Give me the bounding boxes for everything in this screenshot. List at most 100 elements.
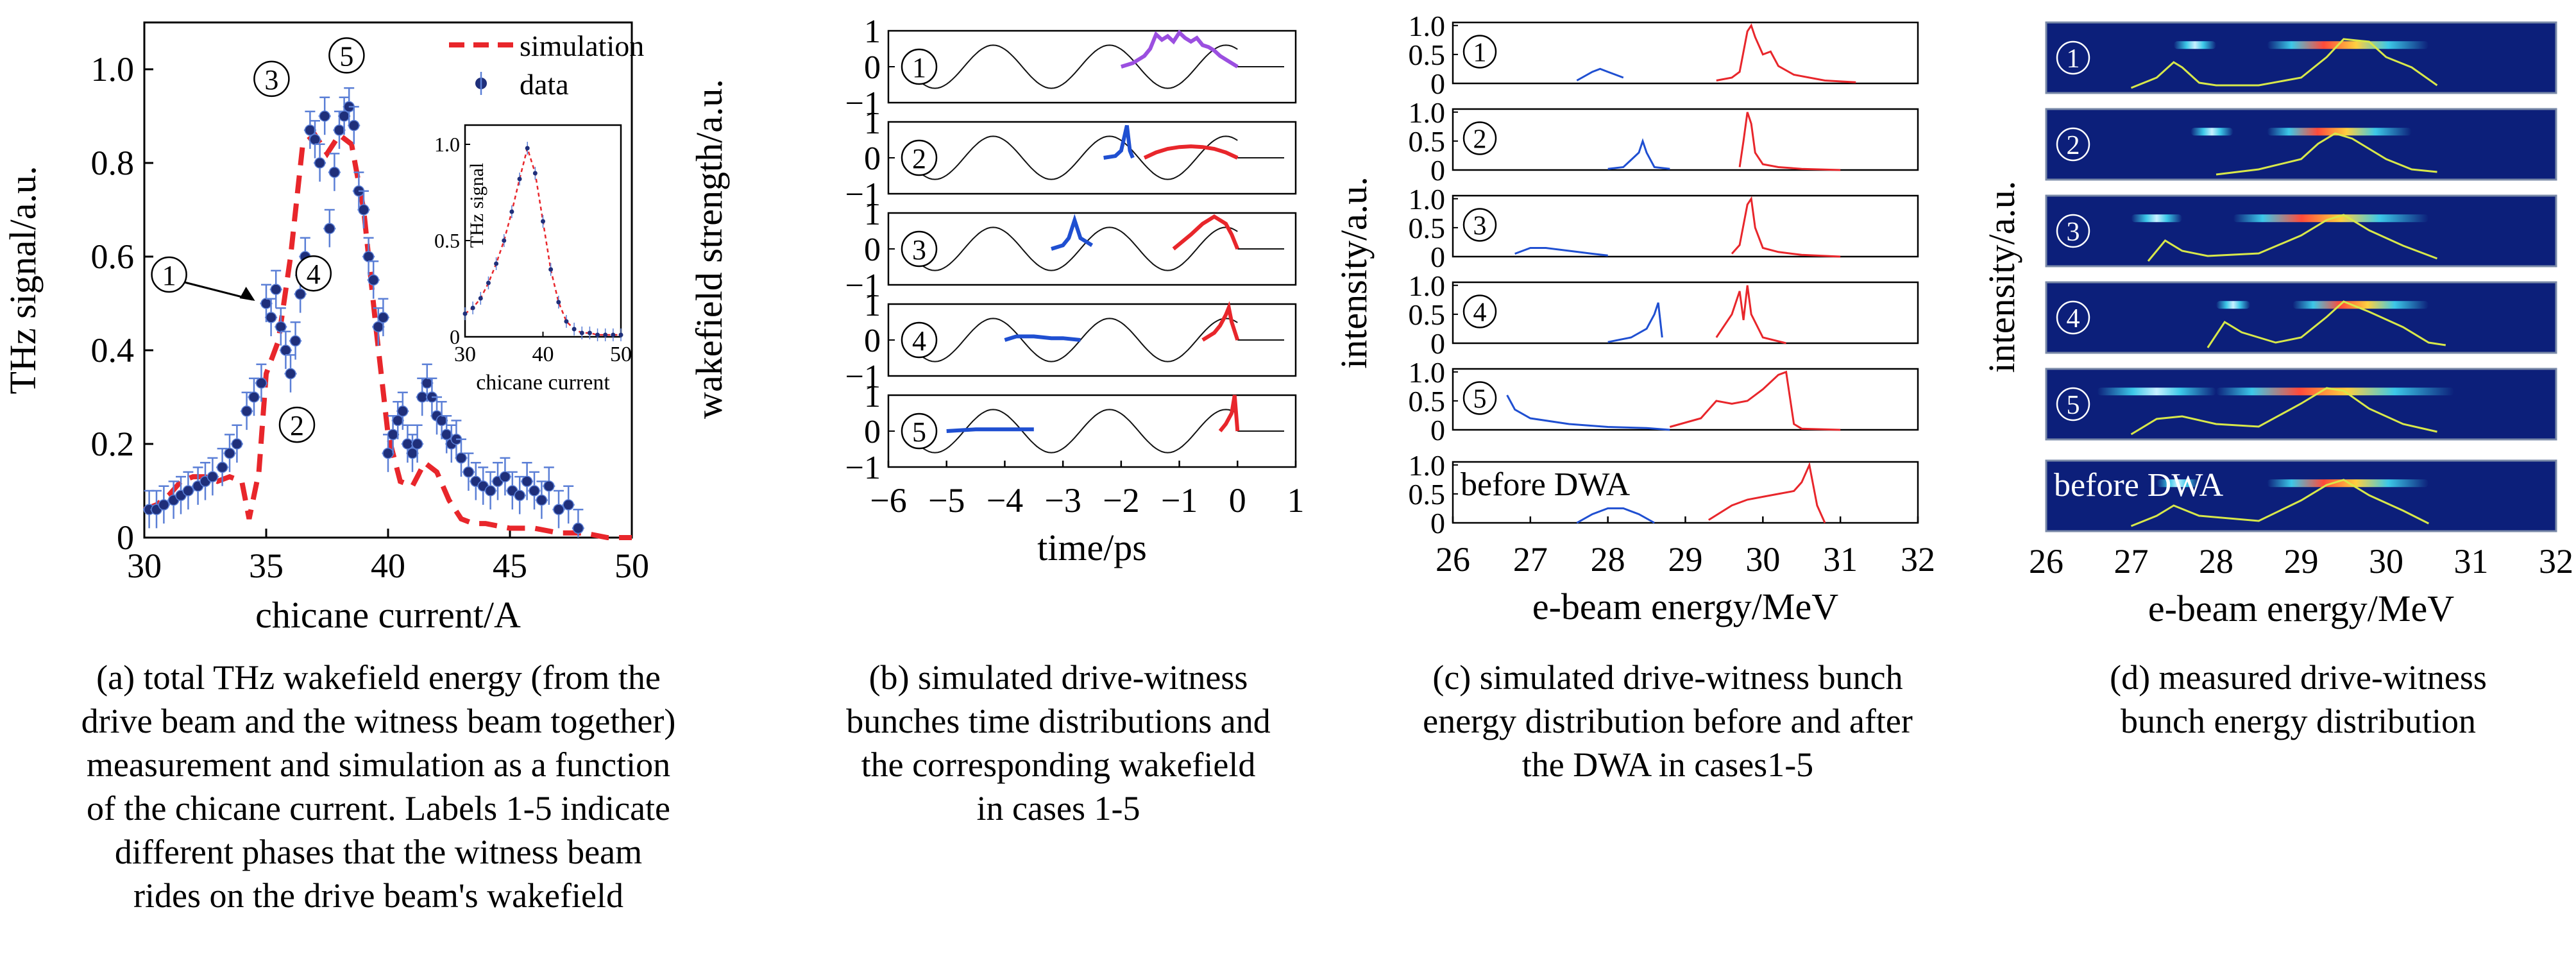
data-point	[224, 447, 235, 459]
y-axis-label-b: wakefield strength/a.u.	[688, 79, 730, 419]
case-label-circle-b	[901, 230, 938, 268]
y-tick-label-b: 0	[864, 232, 881, 268]
drive-bunch-curve	[1218, 395, 1240, 432]
y-tick-label-b: −1	[845, 85, 881, 122]
data-point	[348, 119, 360, 132]
drive-bunch-curve	[1201, 301, 1240, 342]
caption-b: (b) simulated drive-witness bunches time…	[763, 656, 1353, 830]
inset-data-point	[603, 332, 608, 337]
caption-b-line: in cases 1-5	[976, 789, 1140, 828]
subplot-frame-b	[887, 303, 1297, 377]
inset-data-point	[486, 280, 491, 285]
subplot-frame-b	[887, 212, 1297, 286]
y-tick-label-c: 0	[1430, 67, 1445, 100]
caption-d-line: (d) measured drive-witness	[2110, 658, 2487, 697]
heatmap-panel	[2045, 194, 2557, 268]
data-point	[231, 438, 243, 450]
x-tick-label-c: 32	[1901, 540, 1935, 579]
y-tick-label-c: 1.0	[1409, 10, 1446, 42]
y-tick-label-c: 0.5	[1409, 385, 1446, 418]
data-point	[373, 321, 384, 333]
witness-energy-curve	[1607, 302, 1663, 343]
x-tick-label-d: 31	[2454, 542, 2489, 581]
y-tick-label-c: 1.0	[1409, 356, 1446, 389]
caption-a-line: measurement and simulation as a function	[86, 745, 671, 784]
case-label-circle-c	[1462, 35, 1497, 69]
y-tick-label-c: 0	[1430, 327, 1445, 360]
drive-energy-curve	[1669, 370, 1841, 431]
case-label-c: 2	[1473, 125, 1487, 155]
y-tick-label-b: 1	[864, 196, 881, 232]
drive-energy-curve	[1708, 461, 1826, 523]
case-label-circle-c	[1462, 208, 1497, 242]
data-point	[358, 204, 369, 216]
beam-streak	[2267, 41, 2429, 49]
inset-data-point	[595, 332, 600, 337]
y-tick-label-c: 0	[1430, 154, 1445, 187]
energy-profile-curve	[2216, 132, 2437, 176]
caption-a-line: different phases that the witness beam	[114, 833, 643, 871]
x-tick-label-a: 30	[127, 547, 162, 585]
data-point	[309, 133, 321, 146]
caption-c: (c) simulated drive-witness bunch energy…	[1360, 656, 1976, 787]
beam-streak	[2216, 301, 2250, 309]
case-label-circle-d	[2056, 40, 2090, 75]
inset-x-tick-label: 40	[532, 343, 554, 366]
case-label-circle-b	[901, 321, 938, 359]
wakefield-curve	[905, 135, 1238, 180]
subplot-frame-c	[1452, 108, 1919, 171]
inset-data-point	[579, 330, 584, 336]
caption-a-line: drive beam and the witness beam together…	[81, 702, 676, 740]
caption-c-line: energy distribution before and after	[1423, 702, 1913, 740]
subplot-frame-c	[1452, 461, 1919, 524]
case-label-circle-c	[1462, 121, 1497, 155]
witness-bunch-curve	[1051, 214, 1094, 251]
legend-simulation-label: simulation	[520, 30, 644, 62]
case-label-circle-c	[1462, 381, 1497, 415]
y-tick-label-b: 1	[864, 378, 881, 414]
case-label-c: before DWA	[1461, 466, 1631, 503]
case-label-d: 3	[2067, 217, 2080, 247]
inset-y-axis-label: THz signal	[466, 163, 487, 248]
caption-a-line: (a) total THz wakefield energy (from the	[96, 658, 661, 697]
witness-bunch-curve	[946, 427, 1034, 433]
data-point	[285, 368, 296, 380]
inset-data-point	[532, 171, 538, 176]
x-tick-label-b: 1	[1287, 481, 1305, 520]
x-tick-label-b: −1	[1161, 481, 1198, 520]
x-axis-label-c: e-beam energy/MeV	[1532, 586, 1838, 627]
y-tick-label-b: −1	[845, 176, 881, 213]
inset-data-point	[572, 327, 577, 332]
y-tick-label-b: 1	[864, 287, 881, 323]
data-point	[334, 124, 345, 136]
case-label-circle-d	[2056, 127, 2090, 162]
inset-data-point	[517, 176, 522, 182]
beam-streak	[2292, 301, 2429, 309]
data-point	[377, 312, 389, 323]
y-tick-label-c: 0.5	[1409, 478, 1446, 511]
data-point	[455, 452, 467, 464]
beam-streak	[2173, 41, 2216, 49]
data-point	[280, 344, 292, 356]
x-tick-label-a: 45	[493, 547, 527, 585]
case-label-circle-b	[901, 412, 938, 450]
x-tick-label-b: −2	[1103, 481, 1139, 520]
caption-a-line: of the chicane current. Labels 1-5 indic…	[86, 789, 671, 828]
x-tick-label-b: −3	[1044, 481, 1081, 520]
inset-data-point	[494, 261, 499, 266]
caption-a-line: rides on the drive beam's wakefield	[133, 876, 623, 915]
drive-energy-curve	[1738, 112, 1841, 171]
case-label-b: 2	[912, 143, 926, 174]
wakefield-curve	[905, 318, 1238, 362]
beam-streak	[2267, 128, 2412, 136]
data-point	[368, 274, 379, 286]
x-tick-label-a: 35	[249, 547, 284, 585]
witness-bunch-curve	[1103, 124, 1135, 160]
x-tick-label-d: 28	[2199, 542, 2233, 581]
witness-energy-curve	[1506, 395, 1670, 431]
case-label-c: 1	[1473, 38, 1487, 68]
data-point	[553, 504, 564, 515]
y-tick-label-a: 0	[117, 518, 134, 557]
